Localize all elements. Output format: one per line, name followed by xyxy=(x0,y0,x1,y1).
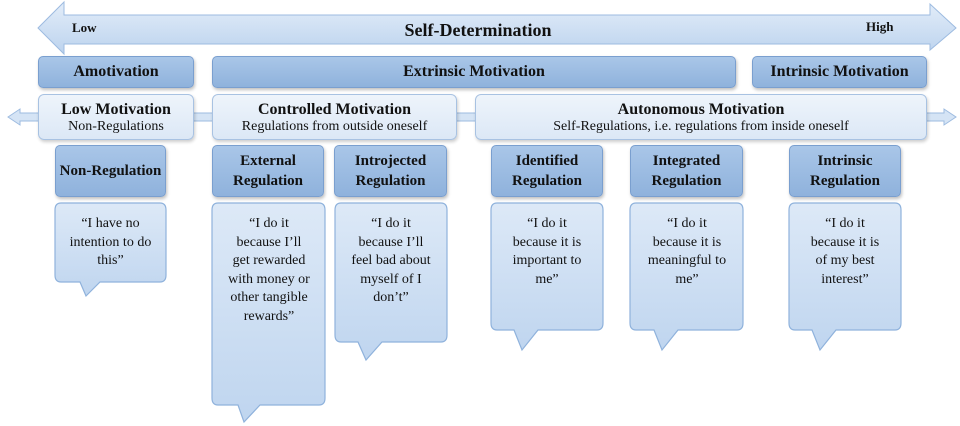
group-controlled-motivation: Controlled Motivation Regulations from o… xyxy=(212,94,457,140)
regulation-integrated: Integrated Regulation xyxy=(630,145,743,197)
bubble-shape xyxy=(54,202,167,298)
group-autonomous-motivation: Autonomous Motivation Self-Regulations, … xyxy=(475,94,927,140)
scale-low-label: Low xyxy=(72,20,97,35)
type-extrinsic-motivation: Extrinsic Motivation xyxy=(212,56,736,88)
quote-external-regulation: “I do it because I’ll get rewarded with … xyxy=(228,216,310,324)
group-subtitle: Regulations from outside oneself xyxy=(241,119,428,134)
quote-identified-regulation: “I do it because it is important to me” xyxy=(512,216,582,287)
type-amotivation: Amotivation xyxy=(38,56,194,88)
bubble-shape xyxy=(629,202,744,352)
bubble-shape xyxy=(334,202,448,362)
regulation-identified: Identified Regulation xyxy=(491,145,603,197)
scale-title: Self-Determination xyxy=(404,20,552,40)
quote-introjected-regulation: “I do it because I’ll feel bad about mys… xyxy=(351,216,431,305)
bubble-shape xyxy=(211,202,326,424)
group-low-motivation: Low Motivation Non-Regulations xyxy=(38,94,194,140)
bubble-shape xyxy=(788,202,902,352)
scale-high-label: High xyxy=(866,19,894,34)
type-intrinsic-motivation: Intrinsic Motivation xyxy=(752,56,927,88)
quote-non-regulation: “I have no intention to do this” xyxy=(69,216,152,268)
bubble-shape xyxy=(490,202,604,352)
group-subtitle: Non-Regulations xyxy=(68,119,164,134)
quote-integrated-regulation: “I do it because it is meaningful to me” xyxy=(647,216,727,287)
regulation-introjected: Introjected Regulation xyxy=(334,145,447,197)
self-determination-arrow xyxy=(37,0,957,56)
group-subtitle: Self-Regulations, i.e. regulations from … xyxy=(553,119,849,134)
regulation-intrinsic: Intrinsic Regulation xyxy=(789,145,901,197)
group-title: Autonomous Motivation xyxy=(617,101,785,118)
regulation-external: External Regulation xyxy=(212,145,324,197)
quote-intrinsic-regulation: “I do it because it is of my best intere… xyxy=(810,216,880,287)
regulation-non: Non-Regulation xyxy=(55,145,166,197)
group-title: Low Motivation xyxy=(61,101,171,118)
group-title: Controlled Motivation xyxy=(257,101,412,118)
